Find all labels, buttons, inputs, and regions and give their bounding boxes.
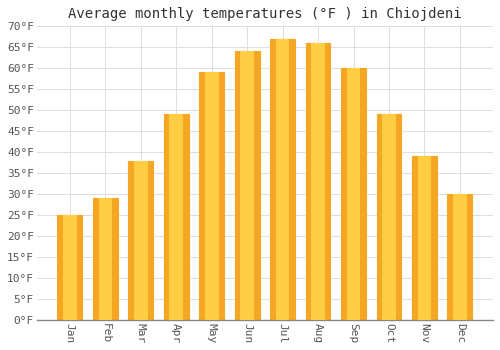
Bar (134, 161, 147, 320)
Bar (63, 215, 76, 320)
Bar (235, 51, 260, 320)
Bar (270, 39, 295, 320)
Bar (58, 215, 82, 320)
Bar (376, 114, 402, 320)
Bar (98, 198, 112, 320)
Bar (200, 72, 224, 320)
Bar (306, 43, 330, 320)
Bar (453, 194, 466, 320)
Bar (170, 114, 183, 320)
Bar (205, 72, 218, 320)
Bar (382, 114, 396, 320)
Bar (341, 68, 366, 320)
Title: Average monthly temperatures (°F ) in Chiojdeni: Average monthly temperatures (°F ) in Ch… (68, 7, 462, 21)
Bar (240, 51, 254, 320)
Bar (448, 194, 472, 320)
Bar (93, 198, 118, 320)
Bar (412, 156, 437, 320)
Bar (164, 114, 188, 320)
Bar (311, 43, 325, 320)
Bar (276, 39, 289, 320)
Bar (346, 68, 360, 320)
Bar (128, 161, 153, 320)
Bar (418, 156, 432, 320)
